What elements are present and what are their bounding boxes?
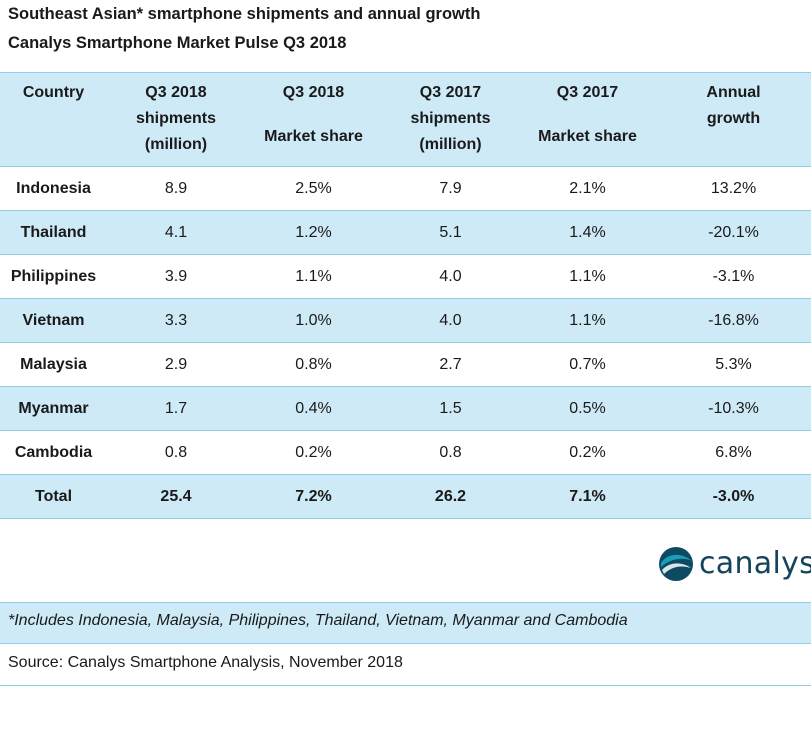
col-header-country: Country bbox=[0, 73, 107, 167]
table-cell: -20.1% bbox=[708, 223, 759, 241]
table-cell: 5.3% bbox=[715, 355, 752, 373]
col-header-line: growth bbox=[706, 110, 761, 127]
table-cell: 4.0 bbox=[439, 311, 462, 329]
table-cell: 25.4 bbox=[160, 487, 192, 505]
table-cell: 4.0 bbox=[439, 267, 462, 285]
table-cell: 2.9 bbox=[164, 355, 188, 373]
table-row: Cambodia 0.8 0.2% 0.8 0.2% 6.8% bbox=[0, 430, 811, 475]
table-cell: 4.1 bbox=[164, 223, 188, 241]
table-cell-country: Indonesia bbox=[16, 179, 91, 197]
table-cell: 1.1% bbox=[569, 311, 606, 329]
table-cell: 2.7 bbox=[439, 355, 462, 373]
table-cell: -3.0% bbox=[712, 487, 755, 505]
table-cell: -10.3% bbox=[708, 399, 759, 417]
table-total-row: Total 25.4 7.2% 26.2 7.1% -3.0% bbox=[0, 474, 811, 519]
table-cell: 1.4% bbox=[569, 223, 606, 241]
col-header-line: Country bbox=[22, 84, 85, 101]
table-cell: -16.8% bbox=[708, 311, 759, 329]
table-cell: 0.4% bbox=[295, 399, 332, 417]
table-cell-country: Thailand bbox=[20, 223, 87, 241]
table-cell: 5.1 bbox=[439, 223, 462, 241]
table-row: Vietnam 3.3 1.0% 4.0 1.1% -16.8% bbox=[0, 298, 811, 343]
canalys-logo: canalys bbox=[658, 544, 811, 584]
chart-subtitle: Canalys Smartphone Market Pulse Q3 2018 bbox=[8, 34, 347, 52]
table-cell: 0.8% bbox=[295, 355, 332, 373]
col-header-line: Q3 2017 bbox=[556, 84, 619, 101]
col-header-q3-2018-shipments: Q3 2018 shipments (million) bbox=[107, 73, 245, 167]
chart-title: Southeast Asian* smartphone shipments an… bbox=[8, 5, 481, 23]
col-header-line: Market share bbox=[538, 128, 637, 145]
col-header-line: Q3 2017 bbox=[419, 84, 482, 101]
table-cell-country: Malaysia bbox=[20, 355, 87, 373]
table-row: Philippines 3.9 1.1% 4.0 1.1% -3.1% bbox=[0, 254, 811, 299]
table-cell-country: Cambodia bbox=[14, 443, 93, 461]
table-cell: 0.5% bbox=[569, 399, 606, 417]
table-cell: 2.1% bbox=[569, 179, 606, 197]
footnote: *Includes Indonesia, Malaysia, Philippin… bbox=[0, 602, 811, 644]
table-cell-country: Total bbox=[34, 487, 73, 505]
table-cell: 0.8 bbox=[439, 443, 462, 461]
table-cell: 8.9 bbox=[164, 179, 188, 197]
table-cell: 1.5 bbox=[439, 399, 462, 417]
col-header-line: Market share bbox=[264, 128, 363, 145]
table-row: Thailand 4.1 1.2% 5.1 1.4% -20.1% bbox=[0, 210, 811, 255]
table-header-row: Country Q3 2018 shipments (million) Q3 2… bbox=[0, 72, 811, 167]
table-cell-country: Philippines bbox=[10, 267, 97, 285]
source-text: Source: Canalys Smartphone Analysis, Nov… bbox=[8, 654, 403, 671]
shipments-table: Country Q3 2018 shipments (million) Q3 2… bbox=[0, 72, 811, 519]
table-cell: 0.2% bbox=[569, 443, 606, 461]
col-header-line: (million) bbox=[144, 136, 208, 153]
table-cell-country: Myanmar bbox=[18, 399, 89, 417]
table-cell: 1.7 bbox=[164, 399, 188, 417]
footnote-text: *Includes Indonesia, Malaysia, Philippin… bbox=[8, 612, 628, 629]
table-cell: 3.9 bbox=[164, 267, 188, 285]
table-cell: 3.3 bbox=[164, 311, 188, 329]
table-cell: 7.9 bbox=[439, 179, 462, 197]
table-cell: 13.2% bbox=[710, 179, 757, 197]
table-cell: 1.1% bbox=[569, 267, 606, 285]
table-cell: 7.1% bbox=[569, 487, 606, 505]
table-cell: 1.1% bbox=[295, 267, 332, 285]
table-cell: 0.7% bbox=[569, 355, 606, 373]
table-cell: 0.2% bbox=[295, 443, 332, 461]
col-header-line: (million) bbox=[419, 136, 482, 153]
col-header-annual-growth: Annual growth bbox=[656, 73, 811, 167]
col-header-line: shipments bbox=[135, 110, 216, 127]
table-cell-country: Vietnam bbox=[22, 311, 85, 329]
table-cell: 2.5% bbox=[295, 179, 332, 197]
col-header-line: Q3 2018 bbox=[282, 84, 345, 101]
canalys-logo-icon bbox=[659, 547, 693, 581]
table-cell: -3.1% bbox=[712, 267, 755, 285]
table-row: Indonesia 8.9 2.5% 7.9 2.1% 13.2% bbox=[0, 166, 811, 211]
col-header-q3-2017-share: Q3 2017 Market share bbox=[519, 73, 656, 167]
table-cell: 0.8 bbox=[164, 443, 188, 461]
table-cell: 7.2% bbox=[295, 487, 332, 505]
source-note: Source: Canalys Smartphone Analysis, Nov… bbox=[0, 644, 811, 686]
col-header-q3-2017-shipments: Q3 2017 shipments (million) bbox=[382, 73, 519, 167]
col-header-line: shipments bbox=[410, 110, 491, 127]
table-row: Myanmar 1.7 0.4% 1.5 0.5% -10.3% bbox=[0, 386, 811, 431]
table-cell: 6.8% bbox=[715, 443, 752, 461]
canalys-logo-text: canalys bbox=[699, 546, 811, 581]
table-cell: 1.2% bbox=[295, 223, 332, 241]
col-header-line: Annual bbox=[706, 84, 761, 101]
table-cell: 26.2 bbox=[434, 487, 467, 505]
col-header-q3-2018-share: Q3 2018 Market share bbox=[245, 73, 382, 167]
table-row: Malaysia 2.9 0.8% 2.7 0.7% 5.3% bbox=[0, 342, 811, 387]
table-cell: 1.0% bbox=[295, 311, 332, 329]
col-header-line: Q3 2018 bbox=[145, 84, 207, 101]
